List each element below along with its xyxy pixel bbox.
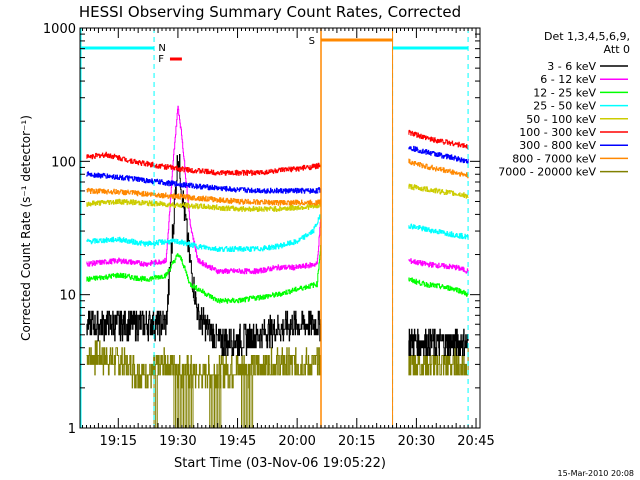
legend-label-2: 12 - 25 keV (533, 86, 596, 99)
axis-layer: 1 10 100 1000 19:15 19:30 19:45 20:00 20:15 20:30… (43, 22, 495, 449)
series-1-segment-0 (86, 105, 322, 275)
series-0-segment-1 (408, 328, 469, 356)
series-layer (86, 105, 469, 428)
legend-title-line1: Det 1,3,4,5,6,9, (544, 30, 630, 43)
series-2-segment-1 (408, 277, 469, 297)
series-5-segment-0 (86, 151, 322, 176)
y-axis-label: Corrected Count Rate (s⁻¹ detector⁻¹) (19, 115, 33, 341)
series-3-segment-1 (408, 223, 469, 240)
legend-label-0: 3 - 6 keV (547, 60, 596, 73)
legend-label-3: 25 - 50 keV (533, 100, 596, 113)
series-1-segment-1 (408, 258, 469, 274)
series-6-segment-1 (408, 145, 469, 164)
series-2-segment-0 (86, 243, 322, 304)
x-tick-label: 19:30 (159, 434, 196, 449)
series-7-segment-0 (86, 187, 322, 206)
series-6-segment-0 (86, 171, 322, 194)
overlay-layer: S FN (80, 28, 469, 428)
y-tick-label: 10 (59, 289, 76, 304)
series-0-segment-0 (86, 154, 322, 356)
legend-label-6: 300 - 800 keV (519, 139, 596, 152)
plot-frame (79, 27, 481, 429)
x-tick-label: 20:30 (398, 434, 435, 449)
legend-label-7: 800 - 7000 keV (512, 152, 596, 165)
x-tick-label: 19:45 (219, 434, 256, 449)
series-5-segment-1 (408, 129, 469, 150)
x-tick-label: 20:15 (338, 434, 375, 449)
legend-label-5: 100 - 300 keV (519, 126, 596, 139)
series-8-segment-1 (408, 347, 469, 376)
x-tick-label: 19:15 (100, 434, 137, 449)
legend-title-line2: Att 0 (604, 43, 630, 56)
chart-title: HESSI Observing Summary Count Rates, Cor… (79, 3, 461, 21)
series-7-segment-1 (408, 158, 469, 179)
flare-label: F (158, 54, 164, 65)
night-label: N (158, 43, 165, 54)
y-tick-label: 1000 (43, 22, 76, 37)
legend-label-4: 50 - 100 keV (526, 113, 596, 126)
legend-label-8: 7000 - 20000 keV (498, 166, 596, 179)
footer-timestamp: 15-Mar-2010 20:08 (558, 469, 635, 478)
x-axis-label: Start Time (03-Nov-06 19:05:22) (174, 456, 386, 471)
series-3-segment-0 (86, 213, 322, 252)
y-tick-label: 100 (51, 155, 76, 170)
x-tick-label: 20:45 (457, 434, 494, 449)
legend-label-1: 6 - 12 keV (540, 73, 596, 86)
saa-label: S (309, 36, 315, 47)
y-tick-label: 1 (68, 422, 76, 437)
x-tick-label: 20:00 (278, 434, 315, 449)
series-4-segment-0 (86, 198, 322, 212)
series-8-segment-0 (86, 340, 322, 389)
series-4-segment-1 (408, 183, 469, 199)
